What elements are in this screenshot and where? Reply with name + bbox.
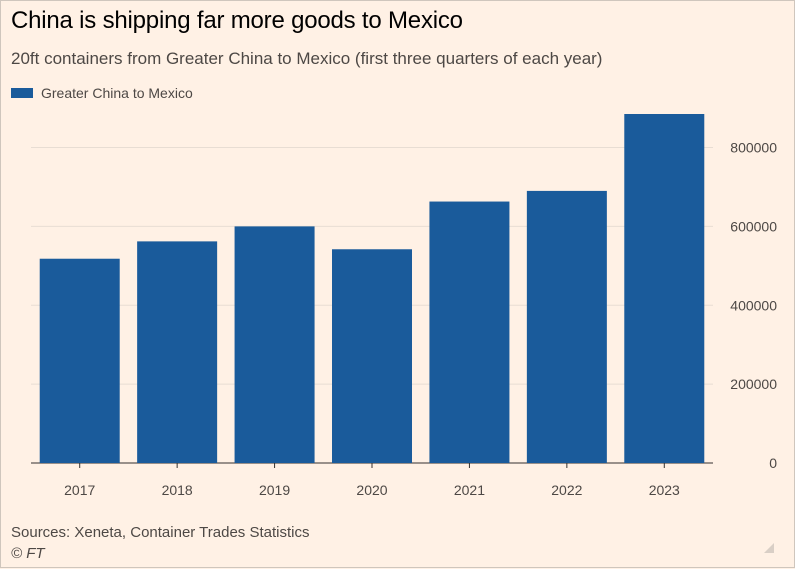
resize-corner-icon: [764, 543, 774, 553]
bar-2021: [429, 201, 510, 463]
x-axis: 2017 2018 2019 2020 2021 2022 2023: [64, 463, 680, 498]
bar-2017: [39, 258, 120, 463]
bar-2023: [624, 114, 705, 463]
x-tick-label: 2018: [162, 482, 193, 498]
x-tick-label: 2017: [64, 482, 95, 498]
x-tick-label: 2020: [356, 482, 387, 498]
y-tick-label: 0: [769, 455, 777, 471]
bars: [39, 114, 705, 463]
chart-subtitle: 20ft containers from Greater China to Me…: [11, 49, 603, 68]
x-tick-label: 2021: [454, 482, 485, 498]
bar-2018: [137, 241, 218, 463]
legend-swatch: [11, 88, 33, 98]
source-note: Sources: Xeneta, Container Trades Statis…: [11, 524, 310, 541]
ft-credit: © FT: [11, 545, 45, 562]
x-tick-label: 2023: [649, 482, 680, 498]
y-tick-label: 400000: [730, 297, 777, 313]
y-tick-label: 200000: [730, 376, 777, 392]
legend: Greater China to Mexico: [11, 85, 193, 101]
legend-label: Greater China to Mexico: [41, 85, 193, 101]
bar-2020: [332, 249, 412, 463]
y-tick-label: 600000: [730, 218, 777, 234]
y-axis: 0 200000 400000 600000 800000: [730, 140, 777, 471]
chart-title: China is shipping far more goods to Mexi…: [11, 7, 463, 34]
x-tick-label: 2019: [259, 482, 290, 498]
y-tick-label: 800000: [730, 140, 777, 156]
bar-2019: [234, 226, 315, 463]
x-tick-label: 2022: [551, 482, 582, 498]
bar-2022: [526, 190, 607, 463]
